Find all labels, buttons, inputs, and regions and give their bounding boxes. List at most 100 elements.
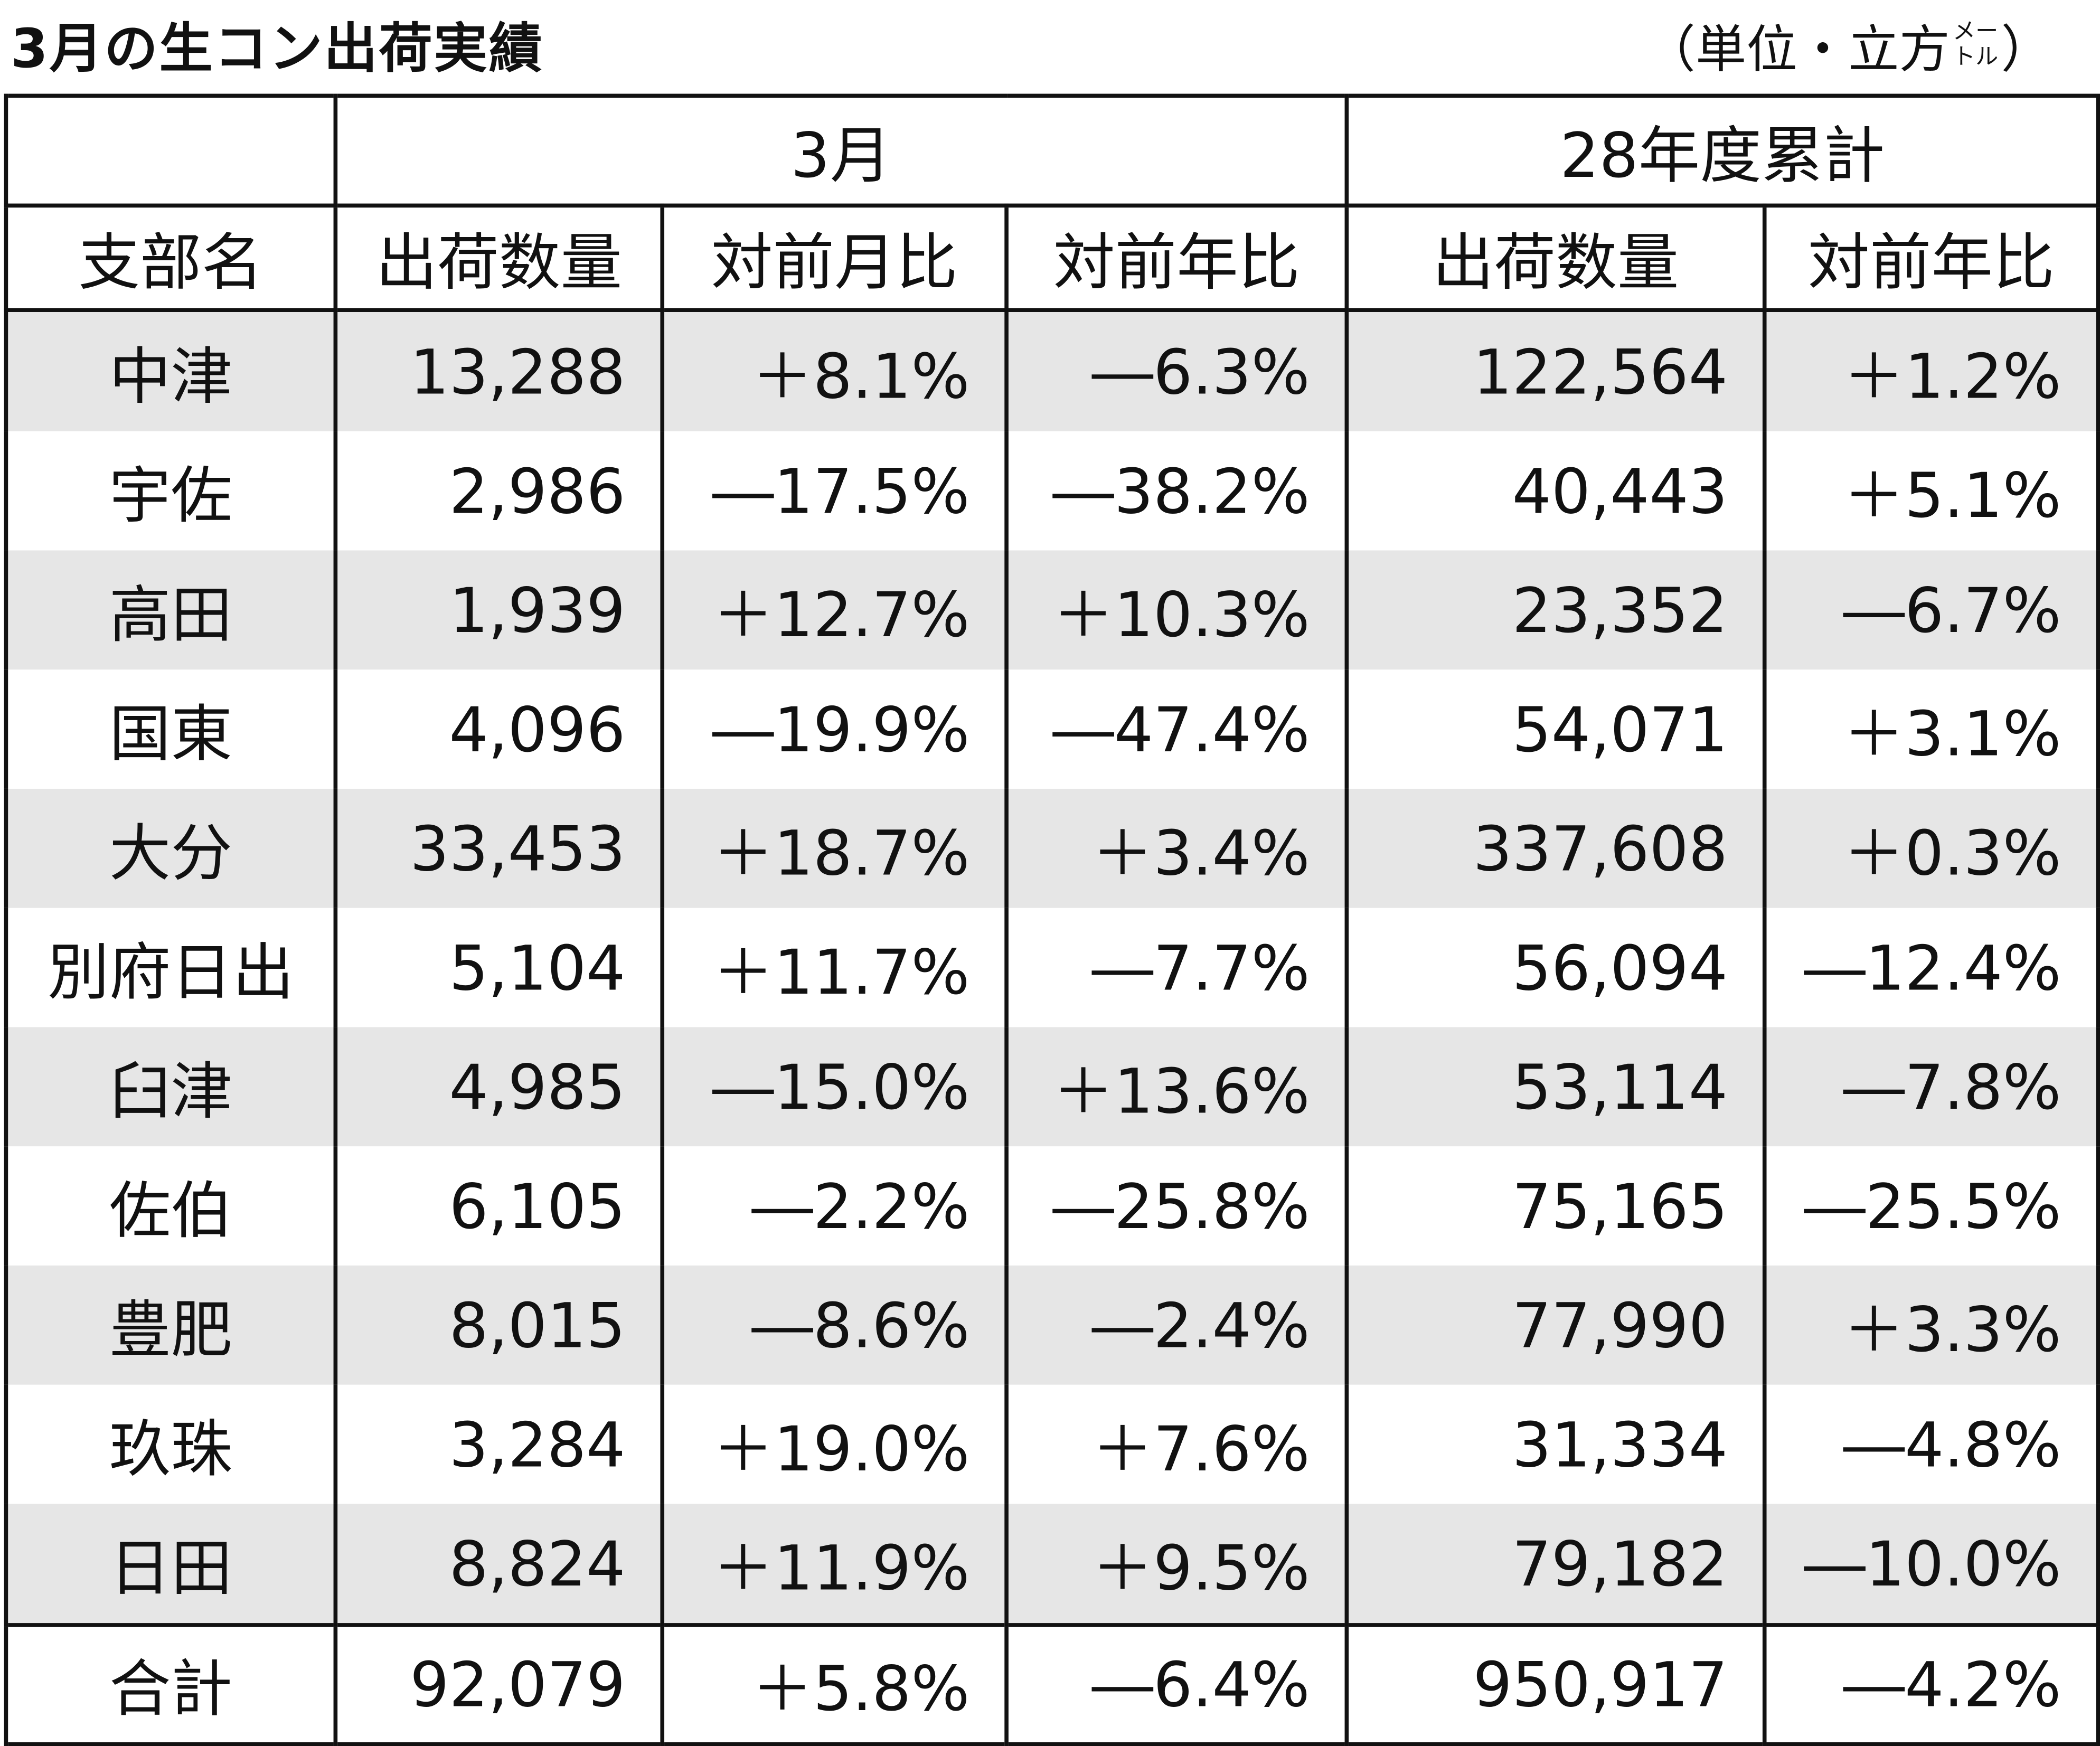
cell: ＋3.1% <box>1762 669 2100 789</box>
cell: 13,288 <box>333 310 665 431</box>
unit-stack: メー トル <box>1953 18 1999 71</box>
cell: ―4.2% <box>1762 1623 2100 1744</box>
cell: 対前月比 <box>660 205 1009 312</box>
cell: 4,985 <box>333 1027 665 1147</box>
unit: （単位・立方 メー トル ） <box>1645 8 2052 82</box>
cell: 豊肥 <box>4 1265 338 1385</box>
cell: ―6.3% <box>1004 310 1349 431</box>
cell: 8,015 <box>333 1265 665 1385</box>
cell: 54,071 <box>1344 669 1767 789</box>
cell: ＋5.8% <box>660 1623 1009 1744</box>
row: 高田 1,939 ＋12.7% ＋10.3% 23,352 ―6.7% <box>4 550 2100 670</box>
row: 大分 33,453 ＋18.7% ＋3.4% 337,608 ＋0.3% <box>4 788 2100 908</box>
cell: ＋18.7% <box>660 788 1009 908</box>
row: 宇佐 2,986 ―17.5% ―38.2% 40,443 ＋5.1% <box>4 431 2100 551</box>
cell: 56,094 <box>1344 908 1767 1027</box>
cell: 1,939 <box>333 550 665 670</box>
row: 玖珠 3,284 ＋19.0% ＋7.6% 31,334 ―4.8% <box>4 1384 2100 1504</box>
cell: 8,824 <box>333 1504 665 1625</box>
cell: ―25.8% <box>1004 1146 1349 1266</box>
cell: ＋10.3% <box>1004 550 1349 670</box>
cell: ＋19.0% <box>660 1384 1009 1504</box>
cell: ＋3.4% <box>1004 788 1349 908</box>
group-row: 3月 28年度累計 <box>4 96 2100 208</box>
row: 国東 4,096 ―19.9% ―47.4% 54,071 ＋3.1% <box>4 669 2100 789</box>
cell: 合計 <box>4 1623 338 1744</box>
cell: 2,986 <box>333 431 665 551</box>
cell: ＋5.1% <box>1762 431 2100 551</box>
cell: 高田 <box>4 550 338 670</box>
cell: ―15.0% <box>660 1027 1009 1147</box>
cell: 79,182 <box>1344 1504 1767 1625</box>
cell: ―2.2% <box>660 1146 1009 1266</box>
cell: 75,165 <box>1344 1146 1767 1266</box>
table: 3月 28年度累計 支部名 出荷数量 対前月比 対前年比 出荷数量 対前年比 中津 13,288 ＋… <box>4 93 2100 1746</box>
header-row: 支部名 出荷数量 対前月比 対前年比 出荷数量 対前年比 <box>4 205 2100 312</box>
cell: ＋13.6% <box>1004 1027 1349 1147</box>
cell: 別府日出 <box>4 908 338 1027</box>
cell: 31,334 <box>1344 1384 1767 1504</box>
cell: 出荷数量 <box>333 205 665 312</box>
cell: ―17.5% <box>660 431 1009 551</box>
cell: ―8.6% <box>660 1265 1009 1385</box>
cell: 4,096 <box>333 669 665 789</box>
row: 中津 13,288 ＋8.1% ―6.3% 122,564 ＋1.2% <box>4 310 2100 431</box>
cell: 5,104 <box>333 908 665 1027</box>
cell: 3月 <box>333 96 1349 208</box>
cell: ＋8.1% <box>660 310 1009 431</box>
cell <box>4 96 338 208</box>
cell: 日田 <box>4 1504 338 1625</box>
cell: ―7.7% <box>1004 908 1349 1027</box>
cell: 6,105 <box>333 1146 665 1266</box>
unit-small: トル <box>1953 43 1999 71</box>
cell: ―12.4% <box>1762 908 2100 1027</box>
cell: ＋1.2% <box>1762 310 2100 431</box>
cell: 臼津 <box>4 1027 338 1147</box>
cell: ―25.5% <box>1762 1146 2100 1266</box>
cell: ＋11.7% <box>660 908 1009 1027</box>
cell: 支部名 <box>4 205 338 312</box>
unit-text: （単位・立方 <box>1644 20 1950 79</box>
cell: 玖珠 <box>4 1384 338 1504</box>
row: 豊肥 8,015 ―8.6% ―2.4% 77,990 ＋3.3% <box>4 1265 2100 1385</box>
cell: ＋12.7% <box>660 550 1009 670</box>
cell: 対前年比 <box>1762 205 2100 312</box>
row: 臼津 4,985 ―15.0% ＋13.6% 53,114 ―7.8% <box>4 1027 2100 1147</box>
cell: ―6.4% <box>1004 1623 1349 1744</box>
cell: ―6.7% <box>1762 550 2100 670</box>
cell: 337,608 <box>1344 788 1767 908</box>
cell: 出荷数量 <box>1344 205 1767 312</box>
cell: 950,917 <box>1344 1623 1767 1744</box>
cell: 国東 <box>4 669 338 789</box>
cell: 佐伯 <box>4 1146 338 1266</box>
cell: ―47.4% <box>1004 669 1349 789</box>
title: 3月の生コン出荷実績 <box>11 18 544 81</box>
total-row: 合計 92,079 ＋5.8% ―6.4% 950,917 ―4.2% <box>4 1623 2100 1744</box>
cell: 92,079 <box>333 1623 665 1744</box>
cell: 23,352 <box>1344 550 1767 670</box>
cell: 中津 <box>4 310 338 431</box>
cell: 対前年比 <box>1004 205 1349 312</box>
cell: ―10.0% <box>1762 1504 2100 1625</box>
unit-small: メー <box>1953 18 1999 45</box>
row: 日田 8,824 ＋11.9% ＋9.5% 79,182 ―10.0% <box>4 1504 2100 1625</box>
cell: ＋0.3% <box>1762 788 2100 908</box>
cell: ―2.4% <box>1004 1265 1349 1385</box>
cell: 53,114 <box>1344 1027 1767 1147</box>
cell: 40,443 <box>1344 431 1767 551</box>
row: 別府日出 5,104 ＋11.7% ―7.7% 56,094 ―12.4% <box>4 908 2100 1027</box>
cell: ―19.9% <box>660 669 1009 789</box>
cell: ＋11.9% <box>660 1504 1009 1625</box>
cell: ＋3.3% <box>1762 1265 2100 1385</box>
row: 佐伯 6,105 ―2.2% ―25.8% 75,165 ―25.5% <box>4 1146 2100 1266</box>
unit-text: ） <box>2001 20 2052 79</box>
cell: 3,284 <box>333 1384 665 1504</box>
cell: 宇佐 <box>4 431 338 551</box>
cell: 大分 <box>4 788 338 908</box>
cell: ―4.8% <box>1762 1384 2100 1504</box>
cell: 77,990 <box>1344 1265 1767 1385</box>
cell: ＋9.5% <box>1004 1504 1349 1625</box>
cell: 122,564 <box>1344 310 1767 431</box>
cell: 28年度累計 <box>1344 96 2100 208</box>
